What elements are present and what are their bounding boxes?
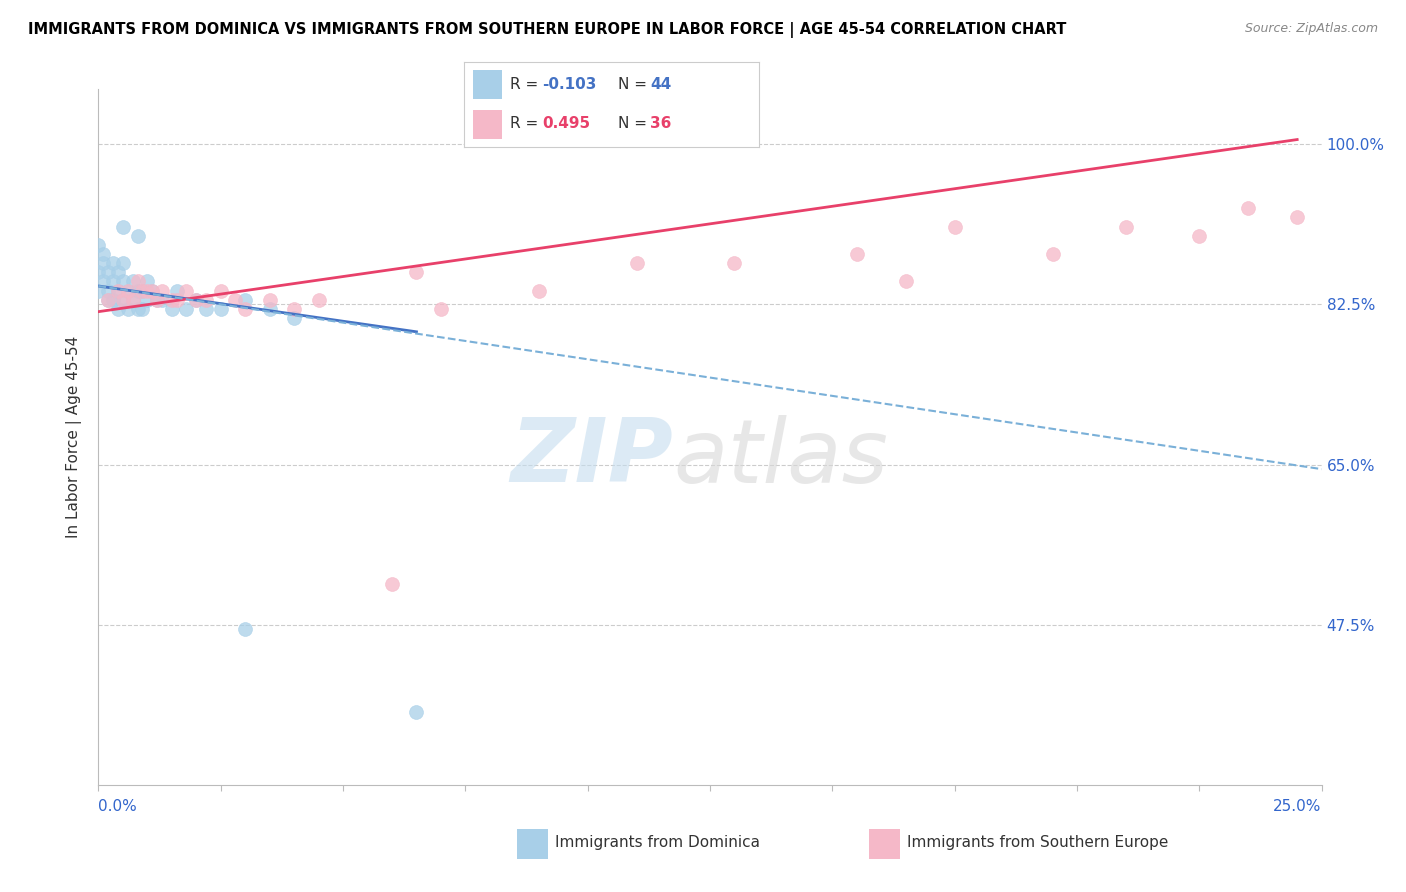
Point [166, 284, 188, 298]
Point [121, 293, 143, 307]
Text: 0.0%: 0.0% [98, 798, 138, 814]
Text: 36: 36 [650, 116, 672, 131]
Point [943, 219, 966, 234]
Point [136, 284, 159, 298]
Point [1115, 219, 1137, 234]
Point [117, 284, 139, 298]
Point [127, 228, 149, 243]
Point [209, 284, 232, 298]
Text: IMMIGRANTS FROM DOMINICA VS IMMIGRANTS FROM SOUTHERN EUROPE IN LABOR FORCE | AGE: IMMIGRANTS FROM DOMINICA VS IMMIGRANTS F… [28, 22, 1067, 38]
Point [107, 265, 129, 279]
Point [91, 247, 114, 261]
Point [131, 284, 153, 298]
Point [111, 256, 134, 270]
Point [308, 293, 330, 307]
Point [405, 705, 427, 719]
Text: -0.103: -0.103 [543, 77, 596, 92]
Point [845, 247, 868, 261]
Point [176, 301, 198, 316]
Point [160, 301, 183, 316]
Point [97, 265, 120, 279]
Point [101, 275, 124, 289]
Point [91, 256, 114, 270]
Point [117, 284, 139, 298]
Point [127, 301, 149, 316]
Point [1286, 211, 1309, 225]
Point [233, 623, 256, 637]
Point [111, 219, 134, 234]
Point [894, 275, 917, 289]
Text: 44: 44 [650, 77, 671, 92]
Point [176, 284, 198, 298]
Point [186, 293, 208, 307]
Point [186, 293, 208, 307]
Point [527, 284, 550, 298]
Text: Source: ZipAtlas.com: Source: ZipAtlas.com [1244, 22, 1378, 36]
Text: 0.495: 0.495 [543, 116, 591, 131]
Point [160, 293, 183, 307]
Point [87, 265, 110, 279]
Point [430, 301, 453, 316]
Point [127, 275, 149, 289]
Point [233, 301, 256, 316]
Point [131, 284, 153, 298]
Point [150, 284, 173, 298]
Point [283, 311, 305, 326]
Point [166, 293, 188, 307]
Point [97, 293, 120, 307]
Point [131, 301, 153, 316]
Point [107, 284, 129, 298]
Point [87, 284, 110, 298]
Point [97, 293, 120, 307]
Point [626, 256, 648, 270]
Point [111, 293, 134, 307]
Point [141, 284, 163, 298]
Point [111, 293, 134, 307]
Point [283, 301, 305, 316]
Point [723, 256, 745, 270]
Point [121, 275, 143, 289]
Point [91, 275, 114, 289]
Point [150, 293, 173, 307]
Point [146, 293, 169, 307]
Text: R =: R = [510, 116, 543, 131]
Point [1042, 247, 1064, 261]
Point [121, 293, 143, 307]
Text: Immigrants from Dominica: Immigrants from Dominica [555, 836, 761, 850]
Point [146, 293, 169, 307]
Bar [472, 70, 502, 99]
Point [136, 275, 159, 289]
Text: N =: N = [617, 77, 651, 92]
Text: N =: N = [617, 116, 651, 131]
Point [136, 293, 159, 307]
Point [259, 301, 281, 316]
Text: ZIP: ZIP [510, 415, 673, 501]
Y-axis label: In Labor Force | Age 45-54: In Labor Force | Age 45-54 [66, 336, 83, 538]
Point [1188, 228, 1211, 243]
Point [107, 284, 129, 298]
Point [97, 284, 120, 298]
Point [209, 301, 232, 316]
Bar [472, 110, 502, 139]
Point [117, 301, 139, 316]
Point [107, 301, 129, 316]
Point [87, 237, 110, 252]
Point [127, 284, 149, 298]
Point [101, 293, 124, 307]
Text: R =: R = [510, 77, 543, 92]
Text: atlas: atlas [673, 415, 889, 501]
Text: 25.0%: 25.0% [1274, 798, 1322, 814]
Point [101, 256, 124, 270]
Point [1237, 201, 1260, 215]
Point [233, 293, 256, 307]
Point [195, 301, 218, 316]
Point [381, 576, 404, 591]
Point [405, 265, 427, 279]
Text: Immigrants from Southern Europe: Immigrants from Southern Europe [907, 836, 1168, 850]
Point [141, 284, 163, 298]
Point [259, 293, 281, 307]
Point [111, 275, 134, 289]
Point [224, 293, 246, 307]
Point [195, 293, 218, 307]
